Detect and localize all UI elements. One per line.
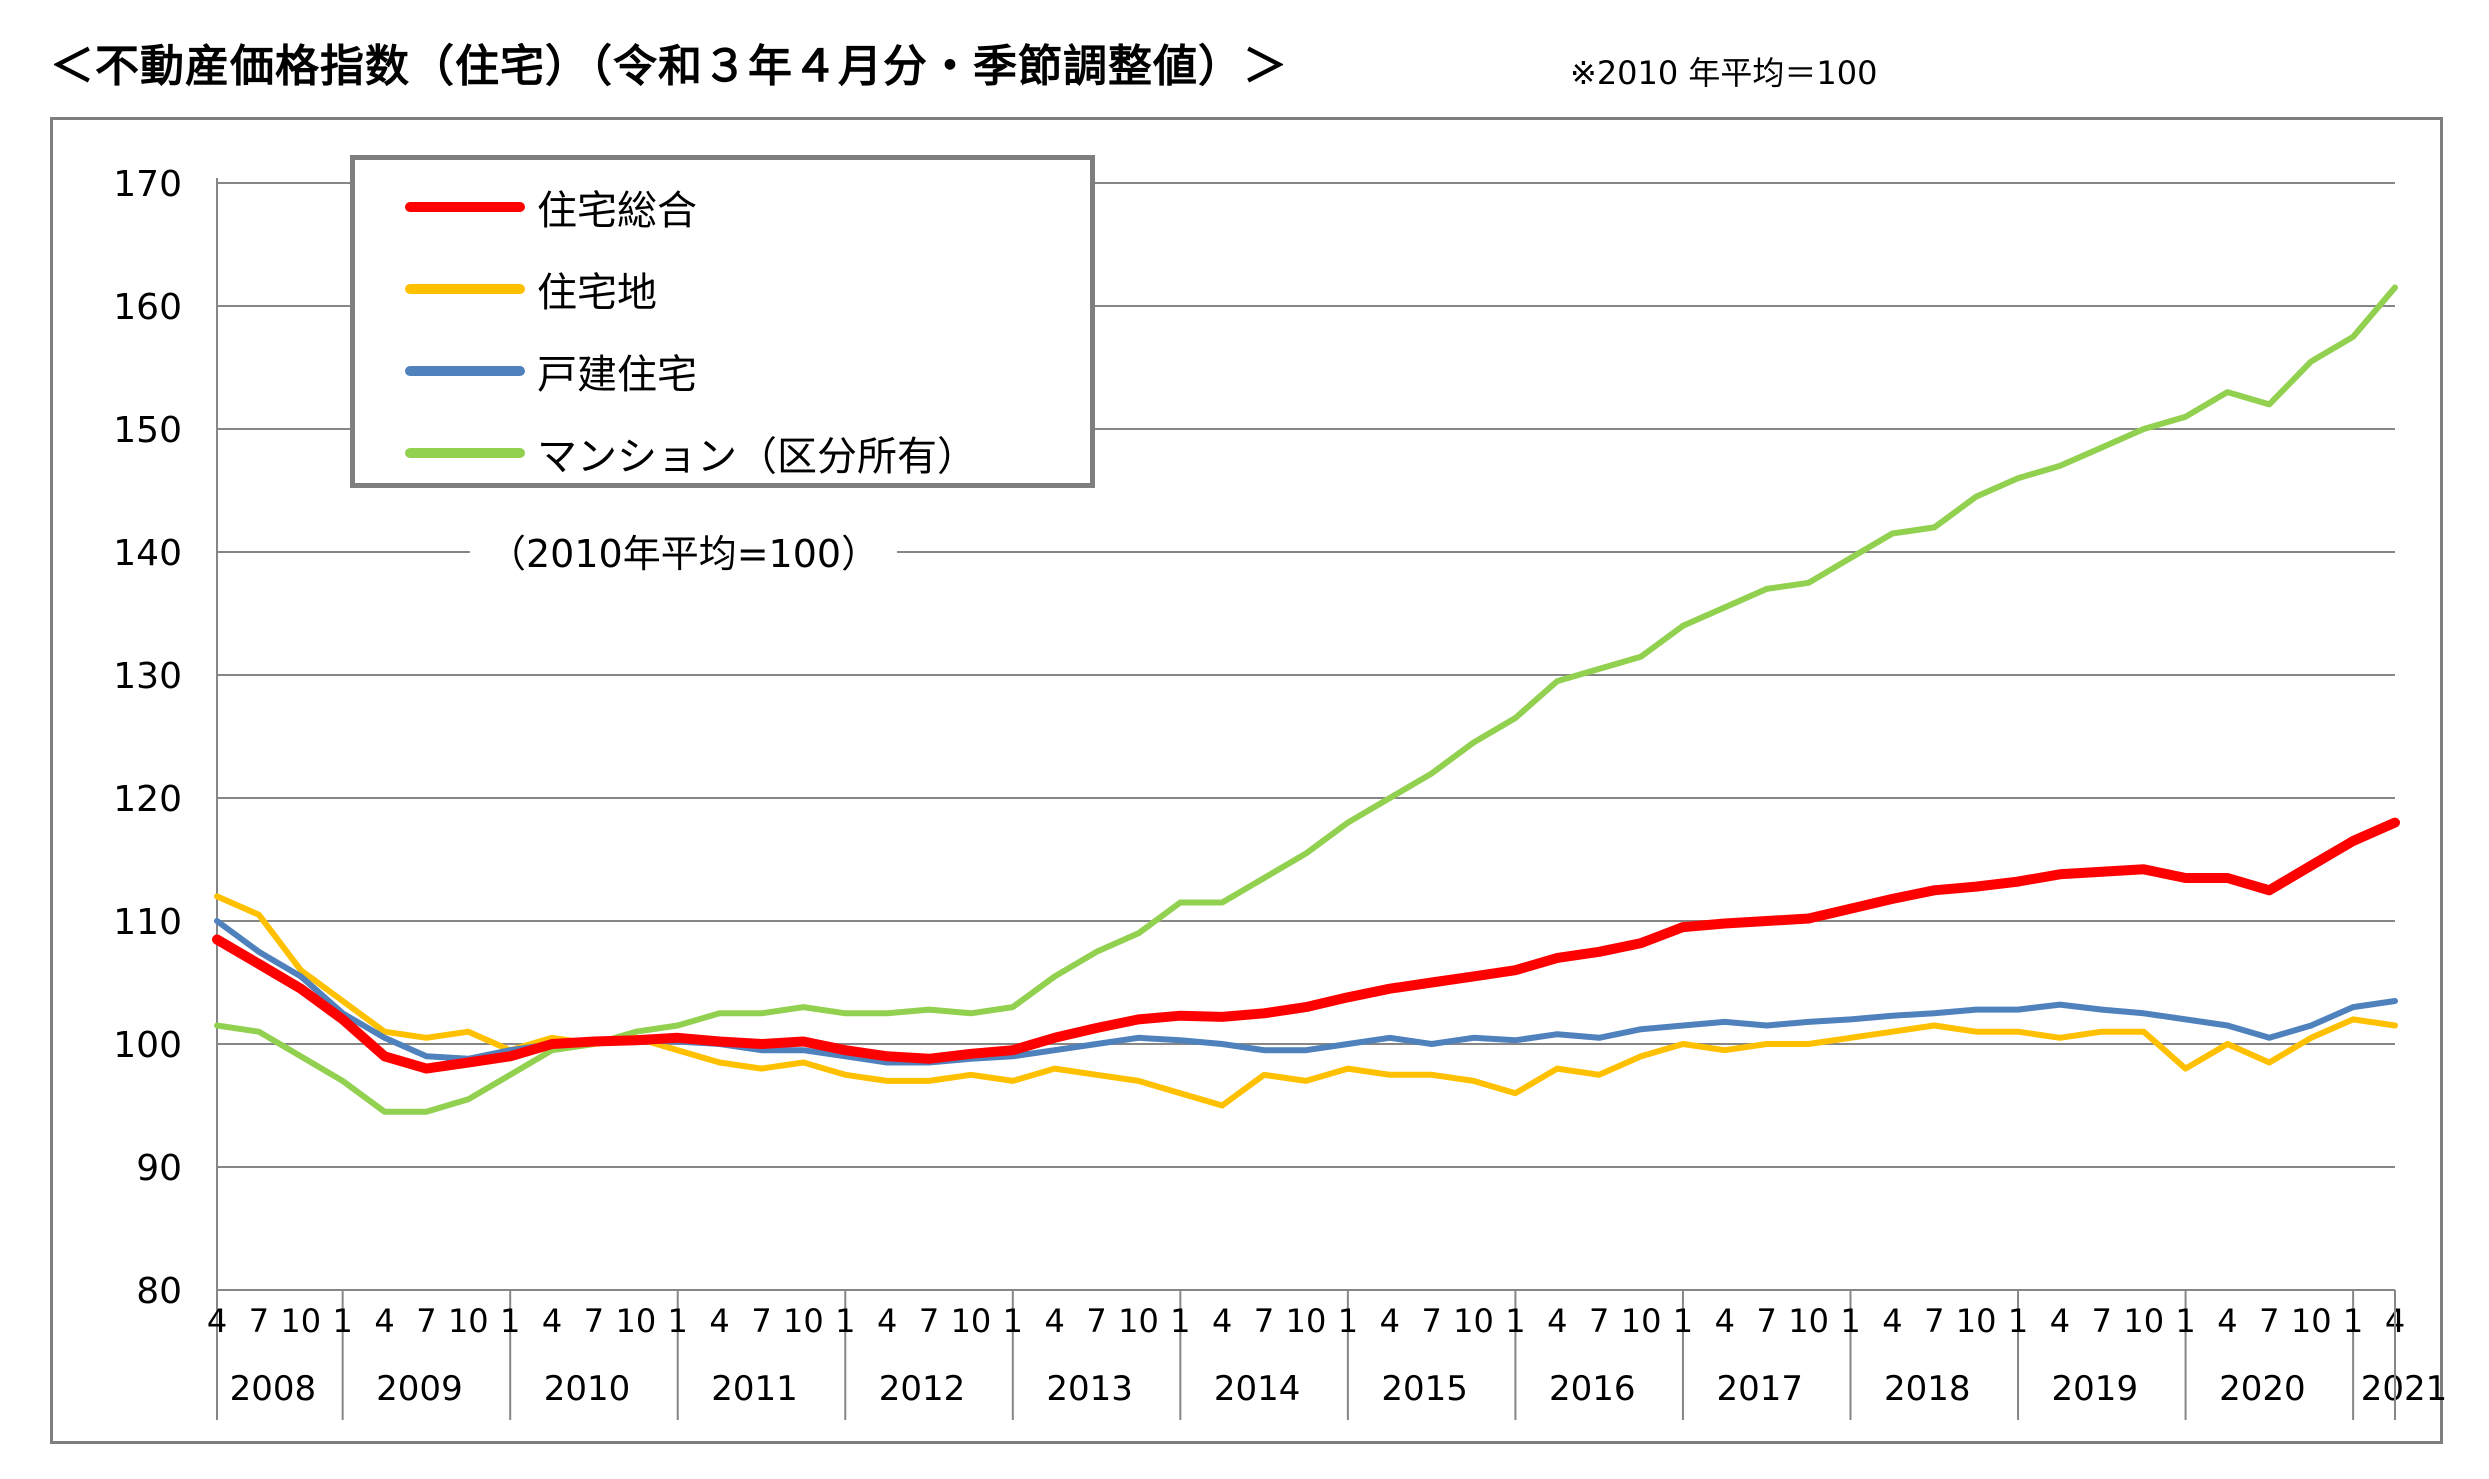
x-month-tick-label: 4 [2050,1302,2070,1340]
legend-swatch [405,202,525,212]
legend-swatch [405,284,525,294]
x-month-tick-label: 7 [1086,1302,1106,1340]
y-tick-label: 130 [113,656,182,697]
x-month-tick-label: 10 [1118,1302,1159,1340]
x-year-label: 2010 [544,1369,631,1409]
x-month-tick-label: 1 [668,1302,688,1340]
x-month-tick-label: 7 [1589,1302,1609,1340]
legend-item-condominium: マンション（区分所有） [405,428,977,480]
x-month-tick-label: 10 [615,1302,656,1340]
x-year-label: 2011 [711,1369,798,1409]
x-month-tick-label: 7 [1254,1302,1274,1340]
x-month-tick-label: 1 [332,1302,352,1340]
legend-item-detached-house: 戸建住宅 [405,346,697,398]
x-month-tick-label: 10 [783,1302,824,1340]
x-year-label: 2017 [1716,1369,1803,1409]
legend-item-residential-land: 住宅地 [405,264,657,316]
legend-label: 住宅地 [537,270,657,316]
x-month-tick-label: 4 [1045,1302,1065,1340]
base-note: ※2010 年平均＝100 [1570,54,1878,92]
x-month-tick-label: 4 [2217,1302,2237,1340]
legend-swatch [405,448,525,458]
x-month-tick-label: 1 [835,1302,855,1340]
x-month-tick-label: 1 [2008,1302,2028,1340]
series-line [212,817,2400,1074]
x-month-tick-label: 10 [280,1302,321,1340]
x-month-tick-label: 1 [2175,1302,2195,1340]
x-month-tick-label: 4 [1715,1302,1735,1340]
x-year-label: 2012 [879,1369,966,1409]
x-month-tick-label: 4 [877,1302,897,1340]
page-title: ＜不動産価格指数（住宅）（令和３年４月分・季節調整値）＞ [50,41,1288,92]
x-year-label: 2021 [2361,1369,2448,1409]
x-month-tick-label: 10 [1453,1302,1494,1340]
legend-item-residential-total: 住宅総合 [405,182,697,234]
x-month-tick-label: 4 [1380,1302,1400,1340]
y-tick-label: 110 [113,902,182,943]
legend-label: 住宅総合 [537,188,697,234]
x-month-tick-label: 4 [1882,1302,1902,1340]
y-axis: 80 90 100 110 120 130 140 150 160 170 [113,164,218,1312]
x-month-tick-label: 1 [500,1302,520,1340]
x-month-tick-label: 10 [1286,1302,1327,1340]
x-month-tick-label: 7 [2259,1302,2279,1340]
series-line [214,893,2398,1109]
x-month-tick-label: 7 [249,1302,269,1340]
x-month-tick-label: 7 [416,1302,436,1340]
legend-label: 戸建住宅 [537,352,697,398]
x-month-tick-label: 10 [951,1302,992,1340]
y-tick-label: 120 [113,779,182,820]
x-year-label: 2020 [2219,1369,2306,1409]
x-year-label: 2016 [1549,1369,1636,1409]
y-tick-label: 90 [136,1148,182,1189]
y-tick-label: 160 [113,287,182,328]
x-month-tick-label: 4 [542,1302,562,1340]
x-month-tick-label: 10 [1956,1302,1997,1340]
x-month-tick-label: 1 [1170,1302,1190,1340]
x-month-tick-label: 1 [2343,1302,2363,1340]
x-month-tick-label: 10 [448,1302,489,1340]
x-year-label: 2015 [1381,1369,1468,1409]
x-month-tick-label: 1 [1673,1302,1693,1340]
x-year-label: 2008 [230,1369,317,1409]
x-month-tick-label: 4 [374,1302,394,1340]
x-month-tick-label: 4 [207,1302,227,1340]
x-month-tick-label: 10 [1788,1302,1829,1340]
x-month-tick-label: 10 [2291,1302,2332,1340]
y-tick-label: 150 [113,410,182,451]
x-month-tick-label: 7 [1757,1302,1777,1340]
x-month-tick-label: 7 [751,1302,771,1340]
x-month-tick-label: 1 [1003,1302,1023,1340]
chart-frame [50,117,2443,1444]
x-month-tick-label: 4 [709,1302,729,1340]
x-month-tick-label: 10 [2123,1302,2164,1340]
y-tick-label: 80 [136,1271,182,1312]
legend-swatch [405,366,525,376]
legend-label: マンション（区分所有） [537,434,977,480]
baseline-note: （2010年平均=100） [470,523,898,578]
x-month-tick-label: 7 [1421,1302,1441,1340]
series-lines [212,284,2400,1115]
x-year-label: 2018 [1884,1369,1971,1409]
x-month-tick-label: 4 [1547,1302,1567,1340]
x-month-tick-label: 1 [1840,1302,1860,1340]
x-year-label: 2009 [376,1369,463,1409]
x-month-tick-label: 7 [584,1302,604,1340]
x-month-tick-label: 7 [2092,1302,2112,1340]
x-year-label: 2019 [2052,1369,2139,1409]
x-month-tick-label: 1 [1338,1302,1358,1340]
x-month-tick-label: 4 [1212,1302,1232,1340]
x-month-tick-label: 7 [919,1302,939,1340]
x-month-tick-label: 7 [1924,1302,1944,1340]
y-tick-label: 170 [113,164,182,205]
x-month-tick-label: 1 [1505,1302,1525,1340]
x-month-tick-label: 10 [1621,1302,1662,1340]
x-year-label: 2014 [1214,1369,1301,1409]
legend: 住宅総合 住宅地 戸建住宅 マンション（区分所有） [350,155,1095,488]
x-year-label: 2013 [1046,1369,1133,1409]
y-tick-label: 140 [113,533,182,574]
y-tick-label: 100 [113,1025,182,1066]
